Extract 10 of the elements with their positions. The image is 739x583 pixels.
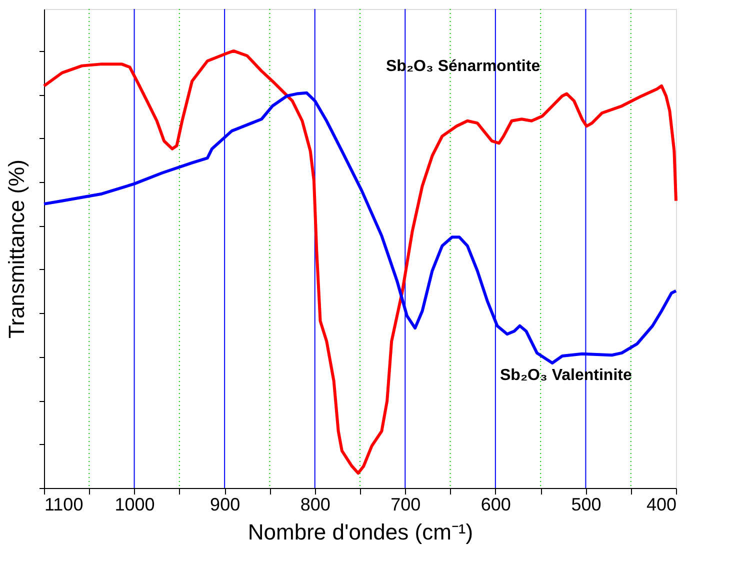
x-tick-label: 800 (300, 494, 330, 514)
x-tick-label: 1100 (44, 494, 84, 514)
x-axis-title: Nombre d'ondes (cm⁻¹) (248, 520, 474, 544)
x-tick-label: 600 (480, 494, 511, 514)
x-tick-label: 900 (210, 494, 240, 514)
x-tick-label: 1000 (114, 494, 155, 514)
x-tick-label: 400 (646, 494, 676, 514)
x-tick-label: 500 (571, 494, 602, 514)
x-tick-label: 700 (390, 494, 421, 514)
y-axis-title: Transmittance (%) (4, 160, 29, 338)
